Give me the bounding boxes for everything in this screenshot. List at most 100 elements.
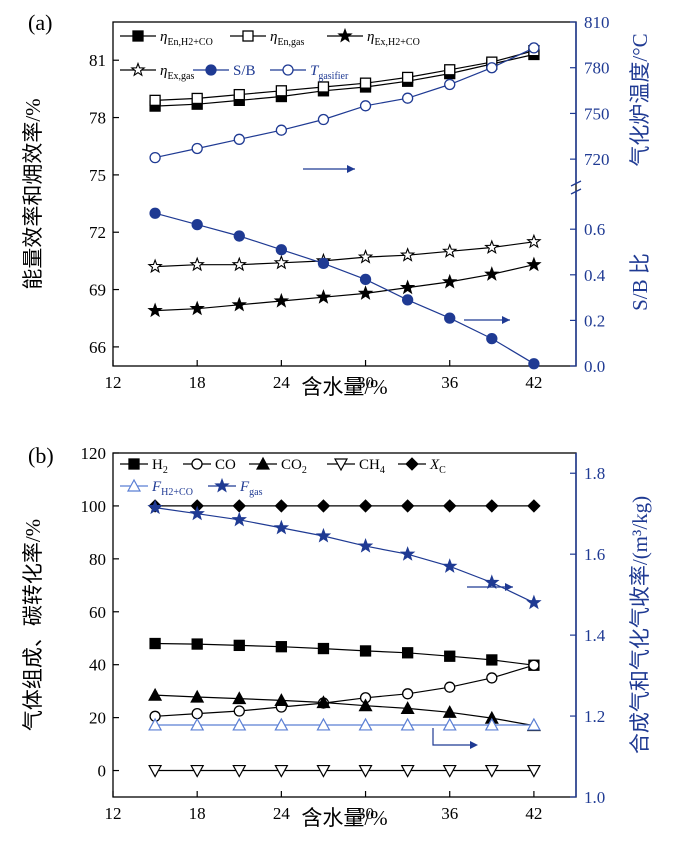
- legend-label: ηEx,H2+CO: [367, 29, 420, 48]
- y-tick-label-right: 1.0: [584, 788, 605, 807]
- data-point: [317, 642, 330, 655]
- data-point: [190, 717, 205, 731]
- data-point: [275, 124, 288, 136]
- data-point: [358, 717, 373, 731]
- legend-label: Fgas: [239, 479, 263, 498]
- y-tick-label-right: 1.8: [584, 464, 605, 483]
- y-tick-label-left: 75: [89, 166, 106, 185]
- y-axis-title-right-top-a: 气化炉温度/°C: [628, 33, 652, 166]
- data-point: [315, 527, 332, 543]
- data-point: [485, 499, 499, 513]
- data-point: [528, 42, 540, 54]
- data-point: [442, 705, 457, 718]
- y-tick-label-left: 66: [89, 338, 106, 357]
- data-point: [358, 499, 373, 513]
- series-line-2: [155, 694, 535, 727]
- panel-a: 12 18 24 30 36 42 66 69 72 75 78 81 720 750 780 810 0.0 0…: [21, 10, 652, 399]
- data-point: [486, 62, 498, 74]
- legend-marker: [405, 457, 419, 471]
- legend-label: ηEn,gas: [270, 29, 305, 48]
- legend-label: ηEn,H2+CO: [160, 29, 213, 48]
- data-point: [400, 701, 415, 714]
- data-point: [274, 693, 289, 707]
- series-line-1: [155, 50, 535, 101]
- x-tick-label: 12: [105, 373, 122, 392]
- x-tick-label: 36: [441, 373, 458, 392]
- legend-label: ηEx,gas: [160, 63, 195, 82]
- data-point: [526, 256, 542, 272]
- panel-label-a: (a): [28, 10, 52, 35]
- data-point: [232, 499, 246, 513]
- data-point: [275, 641, 288, 653]
- data-point: [275, 244, 288, 256]
- data-point: [232, 717, 247, 731]
- y-tick-label-right: 1.2: [584, 707, 605, 726]
- legend-label: CO2: [281, 457, 307, 476]
- y-axis-title-left-a: 能量效率和㶲效率/%: [21, 98, 45, 289]
- y-tick-label-left: 80: [89, 550, 106, 569]
- data-point: [444, 78, 456, 91]
- legend-marker: [282, 64, 294, 76]
- series-line-0: [155, 642, 534, 666]
- y-tick-label-left: 120: [81, 444, 107, 463]
- data-point: [399, 247, 416, 262]
- legend-label: CO: [215, 457, 236, 473]
- data-point: [359, 100, 372, 112]
- legend-marker: [255, 456, 271, 470]
- data-point: [484, 266, 500, 281]
- data-point: [357, 248, 374, 264]
- data-point: [528, 659, 540, 671]
- data-point: [317, 81, 330, 93]
- data-point: [400, 764, 415, 778]
- data-point: [275, 85, 288, 97]
- data-point: [233, 88, 245, 101]
- data-point: [149, 637, 161, 650]
- data-point: [526, 764, 541, 778]
- data-point: [444, 681, 456, 693]
- data-point: [526, 594, 542, 610]
- x-tick-label: 30: [357, 804, 374, 823]
- data-point: [148, 764, 163, 778]
- data-point: [149, 151, 161, 164]
- data-point: [527, 499, 541, 513]
- series-line-0: [155, 53, 535, 107]
- data-point: [444, 650, 456, 662]
- series-line-3: [155, 241, 534, 268]
- data-point: [315, 289, 332, 304]
- data-point: [316, 717, 331, 731]
- legend-label: S/B: [233, 63, 256, 79]
- x-tick-label: 30: [357, 373, 374, 392]
- arrow-to-right-axis-sb-head: [502, 316, 510, 324]
- legend-label: FH2+CO: [151, 479, 193, 498]
- legend-marker: [214, 477, 230, 493]
- legend-label: H2: [152, 457, 168, 476]
- data-point: [528, 358, 540, 370]
- x-tick-label: 12: [105, 804, 122, 823]
- data-point: [401, 92, 414, 104]
- plot-frame-b: [112, 452, 577, 798]
- data-point: [317, 113, 330, 126]
- data-point: [189, 505, 205, 521]
- data-point: [189, 256, 205, 272]
- x-tick-label: 42: [525, 804, 542, 823]
- data-point: [274, 764, 289, 778]
- data-point: [231, 511, 247, 527]
- data-point: [526, 233, 542, 249]
- data-point: [357, 537, 374, 553]
- y-axis-title-right-b: 合成气和气化气收率/(m³/kg): [628, 496, 652, 754]
- data-point: [442, 558, 458, 573]
- data-point: [190, 764, 205, 778]
- y-tick-label-right-bottom: 0.6: [584, 220, 605, 239]
- data-point: [191, 92, 203, 105]
- data-point: [149, 207, 161, 219]
- data-point: [486, 654, 498, 666]
- y-tick-label-right-top: 810: [584, 13, 610, 32]
- y-tick-label-right-top: 780: [584, 59, 610, 78]
- x-tick-label: 18: [189, 804, 206, 823]
- data-point: [401, 294, 414, 306]
- data-point: [317, 257, 330, 270]
- data-point: [191, 142, 203, 155]
- y-tick-label-left: 0: [98, 762, 107, 781]
- legend-label: Tgasifier: [310, 63, 349, 82]
- y-tick-label-left: 100: [81, 497, 107, 516]
